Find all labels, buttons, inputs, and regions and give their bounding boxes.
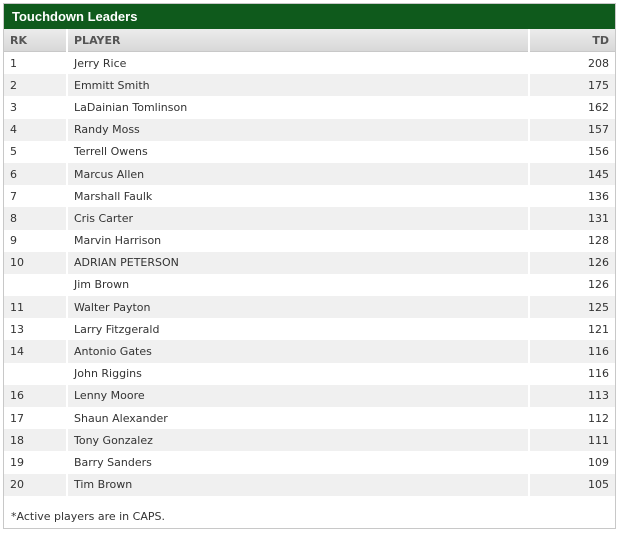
cell-td: 126: [528, 251, 615, 274]
table-row: 7 Marshall Faulk 136: [4, 185, 615, 208]
cell-td: 116: [528, 362, 615, 385]
leaders-table: RK PLAYER TD 1 Jerry Rice 208 2 Emmitt Smith…: [4, 29, 615, 496]
cell-rank: 10: [4, 251, 67, 274]
cell-td: 105: [528, 473, 615, 496]
table-row: 6 Marcus Allen 145: [4, 162, 615, 186]
column-header-td[interactable]: TD: [528, 29, 615, 52]
table-row: Jim Brown 126: [4, 273, 615, 297]
cell-rank: 8: [4, 207, 67, 230]
cell-rank: 18: [4, 429, 67, 452]
cell-rank: [4, 274, 67, 296]
cell-td: 145: [528, 162, 615, 186]
cell-rank: 9: [10, 234, 17, 248]
cell-rank: 16: [4, 384, 67, 407]
column-header-rank[interactable]: RK: [4, 29, 67, 52]
cell-rank: 4: [4, 118, 67, 141]
cell-player[interactable]: Jim Brown: [66, 273, 529, 297]
table-row: 8 Cris Carter 131: [4, 207, 615, 230]
table-row: 13 Larry Fitzgerald 121: [4, 318, 615, 341]
cell-td: 109: [528, 451, 615, 474]
table-row: 11 Walter Payton 125: [4, 296, 615, 319]
column-header-player[interactable]: PLAYER: [66, 29, 529, 52]
cell-player[interactable]: Tim Brown: [66, 473, 529, 496]
table-row: John Riggins 116: [4, 362, 615, 385]
cell-td: 112: [528, 407, 615, 430]
table-row: 1 Jerry Rice 208: [4, 51, 615, 75]
cell-rank: 19: [10, 455, 24, 469]
table-row: 9 Marvin Harrison 128: [4, 229, 615, 252]
table-row: 10 ADRIAN PETERSON 126: [4, 251, 615, 274]
cell-player[interactable]: John Riggins: [66, 362, 529, 385]
cell-player[interactable]: LaDainian Tomlinson: [66, 96, 529, 119]
cell-rank: 11: [4, 296, 67, 319]
cell-rank: 5: [10, 145, 17, 159]
cell-td: 162: [528, 96, 615, 119]
cell-rank: 13: [10, 322, 24, 336]
cell-rank: 14: [4, 340, 67, 363]
cell-rank: 20: [4, 473, 67, 496]
cell-rank: [4, 363, 67, 385]
touchdown-leaders-panel: Touchdown Leaders RK PLAYER TD 1 Jerry Ri…: [3, 3, 616, 529]
cell-player[interactable]: Cris Carter: [66, 207, 529, 230]
cell-rank: 17: [10, 411, 24, 425]
cell-rank: 1: [10, 56, 17, 70]
cell-td: 131: [528, 207, 615, 230]
cell-player[interactable]: Antonio Gates: [66, 340, 529, 363]
cell-player[interactable]: Lenny Moore: [66, 384, 529, 407]
cell-rank: 6: [4, 162, 67, 186]
cell-player[interactable]: Marcus Allen: [66, 162, 529, 186]
cell-player[interactable]: Randy Moss: [66, 118, 529, 141]
panel-title: Touchdown Leaders: [4, 4, 615, 29]
cell-player[interactable]: Larry Fitzgerald: [66, 318, 529, 341]
cell-rank: 3: [10, 100, 17, 114]
cell-td: 156: [528, 140, 615, 163]
cell-td: 157: [528, 118, 615, 141]
cell-td: 121: [528, 318, 615, 341]
cell-rank: 2: [4, 74, 67, 97]
cell-player[interactable]: Shaun Alexander: [66, 407, 529, 430]
table-row: 18 Tony Gonzalez 111: [4, 429, 615, 452]
cell-td: 128: [528, 229, 615, 252]
cell-td: 125: [528, 296, 615, 319]
cell-td: 126: [528, 273, 615, 297]
cell-td: 175: [528, 74, 615, 97]
table-row: 19 Barry Sanders 109: [4, 451, 615, 474]
cell-player[interactable]: Barry Sanders: [66, 451, 529, 474]
cell-td: 116: [528, 340, 615, 363]
cell-td: 111: [528, 429, 615, 452]
cell-player[interactable]: Terrell Owens: [66, 140, 529, 163]
table-row: 5 Terrell Owens 156: [4, 140, 615, 163]
cell-player[interactable]: Marshall Faulk: [66, 185, 529, 208]
footnote: *Active players are in CAPS.: [11, 509, 165, 523]
cell-td: 136: [528, 185, 615, 208]
cell-td: 113: [528, 384, 615, 407]
cell-rank: 7: [10, 189, 17, 203]
cell-player[interactable]: Walter Payton: [66, 296, 529, 319]
table-row: 2 Emmitt Smith 175: [4, 74, 615, 97]
table-row: 14 Antonio Gates 116: [4, 340, 615, 363]
cell-player[interactable]: Tony Gonzalez: [66, 429, 529, 452]
cell-player[interactable]: Marvin Harrison: [66, 229, 529, 252]
cell-td: 208: [528, 51, 615, 75]
cell-player[interactable]: Jerry Rice: [66, 51, 529, 75]
cell-player[interactable]: ADRIAN PETERSON: [66, 251, 529, 274]
table-row: 4 Randy Moss 157: [4, 118, 615, 141]
table-row: 16 Lenny Moore 113: [4, 384, 615, 407]
table-row: 17 Shaun Alexander 112: [4, 407, 615, 430]
cell-player[interactable]: Emmitt Smith: [66, 74, 529, 97]
table-row: 20 Tim Brown 105: [4, 473, 615, 496]
table-row: 3 LaDainian Tomlinson 162: [4, 96, 615, 119]
